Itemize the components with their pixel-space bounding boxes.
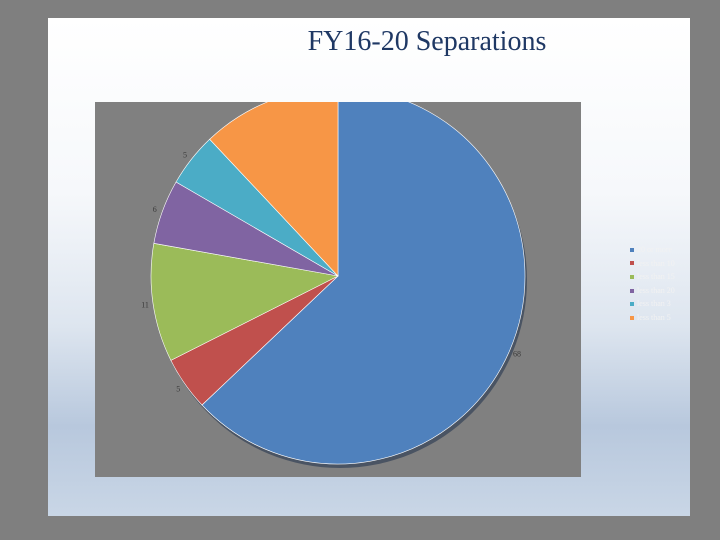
legend-item: less than 10	[630, 257, 675, 271]
legend-item: less than 5	[630, 311, 675, 325]
pie-slice	[150, 243, 339, 361]
legend-swatch	[630, 274, 634, 279]
chart-legend: 20 or more less than 10 less than 15 less t…	[630, 243, 675, 325]
legend-label: less than 20	[637, 285, 675, 295]
data-label: 6	[153, 205, 157, 214]
data-label: 68	[513, 350, 521, 359]
slide-title: FY16-20 Separations	[307, 26, 547, 57]
data-label: 5	[183, 150, 187, 159]
legend-item: less than 3	[630, 297, 675, 311]
chart-plot-area: 685116513	[95, 102, 581, 477]
legend-label: 20 or more	[637, 245, 673, 254]
pie-slice	[201, 102, 526, 465]
pie-chart: 685116513	[141, 102, 527, 468]
legend-item: less than 15	[630, 270, 675, 284]
pie-slice	[209, 102, 339, 277]
legend-swatch	[630, 315, 634, 320]
data-label: 5	[176, 384, 180, 393]
legend-swatch	[630, 261, 634, 266]
legend-label: less than 10	[637, 258, 675, 268]
legend-swatch	[630, 302, 634, 307]
legend-swatch	[630, 288, 634, 293]
legend-label: less than 5	[637, 312, 671, 322]
data-label: 11	[141, 300, 149, 309]
legend-label: less than 3	[637, 299, 671, 309]
legend-swatch	[630, 247, 634, 252]
legend-item: 20 or more	[630, 243, 675, 257]
legend-item: less than 20	[630, 284, 675, 298]
legend-label: less than 15	[637, 272, 675, 282]
